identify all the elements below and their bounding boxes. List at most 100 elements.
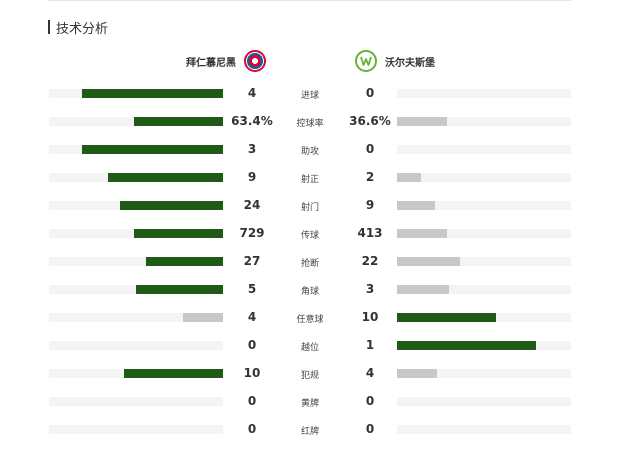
away-bar-track <box>397 229 571 238</box>
away-value: 9 <box>365 198 375 212</box>
away-value: 3 <box>365 282 375 296</box>
home-bar-fill <box>183 313 223 322</box>
away-bar-track <box>397 285 571 294</box>
stat-row: 0 黄牌 0 <box>0 388 626 416</box>
away-team-name: 沃尔夫斯堡 <box>385 57 435 69</box>
stat-label: 任意球 <box>296 315 324 325</box>
away-bar-fill <box>397 285 449 294</box>
home-value: 4 <box>247 310 257 324</box>
away-bar-fill <box>397 313 496 322</box>
away-bar-fill <box>397 341 536 350</box>
away-value: 2 <box>365 170 375 184</box>
away-bar-track <box>397 397 571 406</box>
home-team-name: 拜仁慕尼黑 <box>186 57 236 69</box>
away-value: 0 <box>365 86 375 100</box>
away-value: 1 <box>365 338 375 352</box>
home-value: 9 <box>247 170 257 184</box>
stat-label: 犯规 <box>300 371 319 381</box>
home-bar-track <box>49 173 223 182</box>
home-bar-track <box>49 201 223 210</box>
home-bar-track <box>49 397 223 406</box>
home-value: 10 <box>243 366 261 380</box>
section-header: 技术分析 <box>48 19 109 37</box>
away-bar-track <box>397 341 571 350</box>
stat-label: 抢断 <box>300 259 319 269</box>
away-value: 413 <box>357 226 383 240</box>
away-bar-track <box>397 89 571 98</box>
home-bar-fill <box>136 285 223 294</box>
stat-row: 24 射门 9 <box>0 192 626 220</box>
stat-label: 射正 <box>300 175 319 185</box>
home-value: 0 <box>247 338 257 352</box>
stat-label: 助攻 <box>300 147 319 157</box>
away-bar-track <box>397 313 571 322</box>
home-bar-track <box>49 117 223 126</box>
stat-label: 黄牌 <box>300 399 319 409</box>
away-value: 10 <box>361 310 379 324</box>
section-title: 技术分析 <box>56 21 109 37</box>
away-value: 22 <box>361 254 379 268</box>
stat-label: 传球 <box>300 231 319 241</box>
stat-row: 729 传球 413 <box>0 220 626 248</box>
home-value: 63.4% <box>231 114 273 128</box>
home-bar-track <box>49 341 223 350</box>
stat-row: 4 进球 0 <box>0 80 626 108</box>
away-bar-track <box>397 145 571 154</box>
stat-row: 0 越位 1 <box>0 332 626 360</box>
home-bar-fill <box>146 257 223 266</box>
home-bar-track <box>49 145 223 154</box>
away-bar-track <box>397 369 571 378</box>
stat-row: 27 抢断 22 <box>0 248 626 276</box>
home-value: 0 <box>247 394 257 408</box>
home-value: 5 <box>247 282 257 296</box>
away-bar-fill <box>397 257 460 266</box>
home-bar-fill <box>124 369 223 378</box>
home-bar-track <box>49 425 223 434</box>
stat-row: 63.4% 控球率 36.6% <box>0 108 626 136</box>
stat-row: 5 角球 3 <box>0 276 626 304</box>
home-value: 3 <box>247 142 257 156</box>
home-bar-fill <box>134 117 223 126</box>
away-value: 4 <box>365 366 375 380</box>
away-bar-track <box>397 257 571 266</box>
away-bar-track <box>397 173 571 182</box>
home-bar-track <box>49 229 223 238</box>
away-bar-fill <box>397 201 435 210</box>
home-bar-fill <box>108 173 223 182</box>
home-bar-fill <box>82 145 223 154</box>
home-team-header[interactable]: 拜仁慕尼黑 <box>186 48 266 74</box>
home-bar-fill <box>82 89 223 98</box>
away-value: 0 <box>365 142 375 156</box>
stat-row: 3 助攻 0 <box>0 136 626 164</box>
stat-row: 9 射正 2 <box>0 164 626 192</box>
home-value: 729 <box>239 226 265 240</box>
away-team-header[interactable]: 沃尔夫斯堡 <box>355 48 435 74</box>
stat-label: 进球 <box>300 91 319 101</box>
home-value: 27 <box>243 254 261 268</box>
away-value: 36.6% <box>349 114 391 128</box>
top-divider <box>48 0 572 4</box>
home-bar-track <box>49 285 223 294</box>
home-bar-fill <box>134 229 223 238</box>
wolfsburg-crest-icon <box>355 50 377 72</box>
stat-label: 角球 <box>300 287 319 297</box>
away-bar-fill <box>397 173 421 182</box>
stat-label: 红牌 <box>300 427 319 437</box>
away-bar-fill <box>397 369 437 378</box>
home-bar-track <box>49 369 223 378</box>
home-value: 0 <box>247 422 257 436</box>
home-value: 24 <box>243 198 261 212</box>
away-bar-track <box>397 117 571 126</box>
stat-label: 越位 <box>300 343 319 353</box>
stat-row: 4 任意球 10 <box>0 304 626 332</box>
away-bar-track <box>397 425 571 434</box>
stat-label: 射门 <box>300 203 319 213</box>
stat-row: 10 犯规 4 <box>0 360 626 388</box>
home-bar-track <box>49 313 223 322</box>
home-bar-track <box>49 257 223 266</box>
away-value: 0 <box>365 422 375 436</box>
home-value: 4 <box>247 86 257 100</box>
bayern-crest-icon <box>244 50 266 72</box>
home-bar-fill <box>120 201 223 210</box>
stat-label: 控球率 <box>296 119 324 129</box>
